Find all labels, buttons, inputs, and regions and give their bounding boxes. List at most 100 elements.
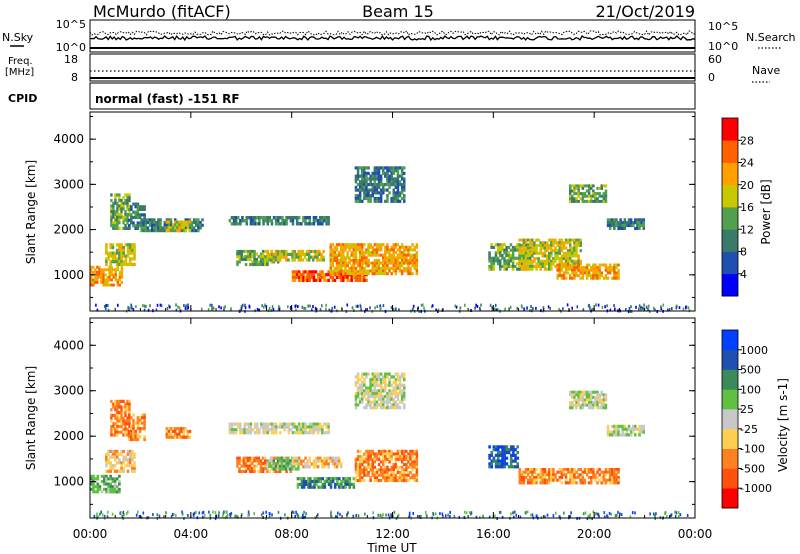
power-cell: [295, 255, 298, 259]
power-cell: [138, 207, 142, 211]
power-cell: [102, 283, 105, 287]
velocity-cell: [358, 392, 362, 396]
velocity-speckle: [620, 513, 623, 517]
power-cell: [573, 186, 576, 190]
velocity-cell: [606, 478, 610, 482]
power-cell: [594, 271, 597, 275]
power-cell: [159, 218, 162, 222]
velocity-cell: [575, 390, 578, 394]
velocity-cell: [496, 459, 500, 463]
power-cell: [251, 222, 255, 226]
velocity-cell: [310, 422, 314, 426]
power-cell: [342, 269, 345, 273]
power-cell: [411, 256, 414, 260]
power-cell: [524, 262, 528, 266]
power-cell: [367, 251, 370, 255]
power-cell: [312, 270, 316, 274]
velocity-speckle: [352, 514, 355, 518]
power-cell: [244, 255, 248, 259]
power-cell: [301, 252, 305, 256]
velocity-cell: [522, 473, 526, 477]
power-cell: [535, 265, 538, 268]
power-cell: [329, 259, 332, 262]
velocity-cell: [356, 389, 360, 393]
velocity-cell: [390, 375, 393, 379]
power-cell: [283, 219, 286, 223]
power-cell: [590, 276, 593, 280]
power-speckle: [311, 308, 313, 312]
power-cell: [329, 275, 332, 280]
power-cell: [333, 278, 337, 282]
noise-right-tick-high: 10^5: [708, 20, 738, 33]
power-cell: [415, 253, 419, 257]
power-cell: [358, 199, 362, 203]
power-cell: [373, 196, 377, 201]
velocity-cell: [363, 465, 366, 469]
power-cell: [579, 192, 582, 196]
power-cell: [249, 216, 253, 220]
velocity-cell: [552, 473, 555, 477]
velocity-speckle: [336, 515, 338, 519]
power-speckle: [628, 307, 631, 310]
power-cell: [295, 273, 299, 277]
velocity-cell: [405, 455, 408, 459]
power-cell: [230, 222, 234, 226]
power-cell: [539, 241, 542, 245]
power-cell: [150, 223, 154, 227]
power-cell: [384, 248, 387, 252]
power-cell: [505, 251, 508, 255]
velocity-cell: [317, 485, 320, 489]
velocity-cell: [228, 431, 232, 435]
power-cell: [120, 215, 123, 219]
velocity-speckle: [465, 511, 468, 515]
power-cell: [409, 245, 412, 249]
power-cell: [577, 238, 580, 242]
velocity-cell: [507, 451, 511, 455]
velocity-cell: [507, 465, 511, 469]
velocity-cell: [316, 425, 320, 429]
velocity-cell: [302, 422, 305, 426]
velocity-cell: [535, 473, 538, 477]
velocity-cell: [573, 481, 576, 485]
velocity-cell: [118, 461, 121, 465]
velocity-cell: [569, 403, 572, 407]
velocity-cell: [298, 428, 301, 432]
power-cell: [104, 283, 107, 287]
power-cell: [571, 199, 574, 203]
velocity-cell: [388, 476, 391, 480]
velocity-speckle: [135, 513, 138, 517]
velocity-cell: [503, 465, 506, 469]
power-cell: [526, 267, 530, 271]
velocity-cell: [293, 459, 297, 463]
velocity-cell: [321, 428, 324, 432]
velocity-cell: [276, 461, 280, 465]
velocity-cell: [581, 473, 585, 477]
velocity-cell: [344, 485, 347, 489]
power-cell: [346, 245, 349, 249]
velocity-cell: [613, 427, 616, 431]
power-speckle: [168, 304, 170, 308]
velocity-cell: [238, 461, 241, 465]
power-cell: [596, 271, 599, 275]
power-cell: [291, 278, 295, 282]
velocity-cell: [110, 425, 113, 429]
power-cell: [136, 226, 140, 230]
velocity-cell: [304, 462, 307, 466]
velocity-cell: [541, 478, 545, 482]
velocity-cell: [314, 425, 318, 429]
velocity-cell: [132, 432, 135, 436]
power-cell: [573, 274, 576, 278]
power-cell: [531, 249, 534, 253]
velocity-cell: [375, 380, 379, 385]
velocity-cell: [590, 395, 593, 399]
power-cell: [272, 255, 276, 259]
velocity-cell: [596, 470, 599, 474]
velocity-cell: [171, 427, 175, 431]
power-cell: [409, 272, 412, 276]
velocity-cell: [96, 477, 100, 481]
power-cell: [407, 264, 410, 268]
power-cell: [396, 191, 400, 195]
power-cell: [539, 243, 542, 247]
power-cell: [392, 180, 395, 184]
velocity-cell: [96, 482, 100, 486]
